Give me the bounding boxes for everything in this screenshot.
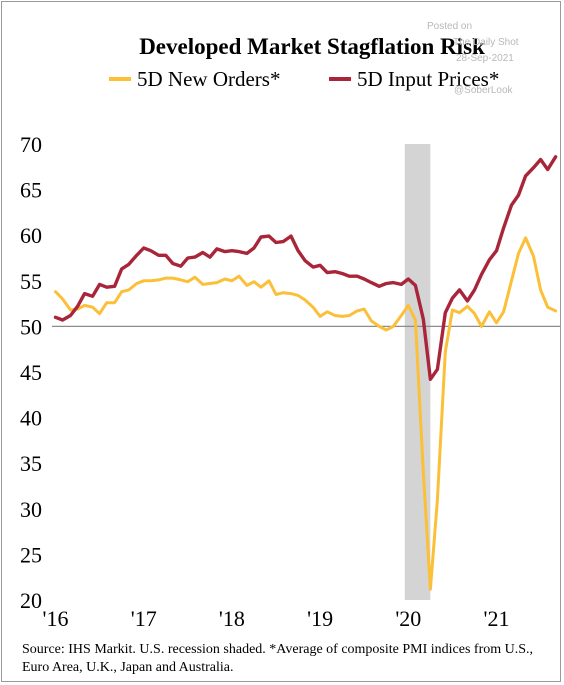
legend: 5D New Orders* 5D Input Prices* bbox=[109, 67, 499, 91]
y-tick-label: 60 bbox=[20, 223, 42, 248]
y-tick-label: 25 bbox=[20, 542, 42, 567]
watermark-handle: @SoberLook bbox=[454, 85, 513, 96]
x-tick-label: '18 bbox=[219, 606, 245, 631]
y-tick-label: 55 bbox=[20, 269, 42, 294]
plot-area: 20 25 30 35 40 45 50 55 60 65 70 '16 '17 '18 '19 '20 '21 bbox=[20, 132, 560, 631]
y-tick-label: 20 bbox=[20, 588, 42, 613]
y-tick-label: 70 bbox=[20, 132, 42, 157]
x-tick-label: '21 bbox=[484, 606, 510, 631]
series-line-input-prices bbox=[53, 155, 558, 381]
y-tick-label: 45 bbox=[20, 360, 42, 385]
x-tick-label: '17 bbox=[131, 606, 157, 631]
y-tick-label: 40 bbox=[20, 406, 42, 431]
legend-label-input-prices: 5D Input Prices* bbox=[357, 67, 499, 91]
y-tick-label: 50 bbox=[20, 314, 42, 339]
y-tick-label: 35 bbox=[20, 451, 42, 476]
source-note: Source: IHS Markit. U.S. recession shade… bbox=[22, 642, 534, 675]
watermark-site: The Daily Shot bbox=[453, 37, 519, 48]
series-line-new-orders bbox=[54, 236, 558, 591]
x-tick-label: '16 bbox=[43, 606, 69, 631]
x-tick-label: '19 bbox=[307, 606, 333, 631]
y-tick-label: 65 bbox=[20, 178, 42, 203]
legend-label-new-orders: 5D New Orders* bbox=[137, 67, 280, 91]
watermark-date: 28-Sep-2021 bbox=[456, 53, 514, 64]
chart-title: Developed Market Stagflation Risk bbox=[139, 34, 485, 59]
x-tick-label: '20 bbox=[395, 606, 421, 631]
watermark-posted: Posted on bbox=[427, 21, 473, 32]
y-tick-label: 30 bbox=[20, 497, 42, 522]
